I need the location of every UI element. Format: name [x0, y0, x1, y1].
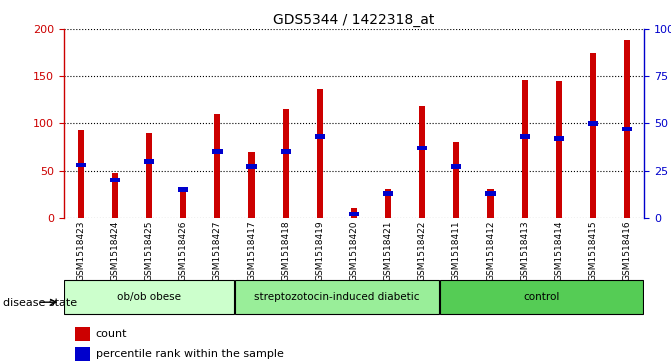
Text: GSM1518418: GSM1518418: [281, 221, 290, 281]
Text: GSM1518425: GSM1518425: [144, 221, 154, 281]
Text: streptozotocin-induced diabetic: streptozotocin-induced diabetic: [254, 292, 419, 302]
Bar: [351, 208, 357, 218]
Bar: [248, 152, 254, 218]
Text: GSM1518426: GSM1518426: [178, 221, 188, 281]
Text: control: control: [523, 292, 560, 302]
Text: GSM1518412: GSM1518412: [486, 221, 495, 281]
Bar: [622, 127, 632, 131]
Text: percentile rank within the sample: percentile rank within the sample: [96, 349, 284, 359]
Bar: [349, 212, 359, 216]
Bar: [556, 81, 562, 218]
Text: GSM1518416: GSM1518416: [623, 221, 631, 281]
FancyBboxPatch shape: [440, 280, 643, 314]
Text: disease state: disease state: [3, 298, 77, 308]
Bar: [282, 109, 289, 218]
Bar: [519, 134, 530, 139]
Text: GSM1518415: GSM1518415: [588, 221, 597, 281]
Bar: [588, 121, 598, 126]
Text: GSM1518414: GSM1518414: [554, 221, 564, 281]
Bar: [214, 114, 221, 218]
Bar: [315, 134, 325, 139]
Text: GSM1518421: GSM1518421: [384, 221, 393, 281]
Title: GDS5344 / 1422318_at: GDS5344 / 1422318_at: [273, 13, 435, 26]
Text: count: count: [96, 329, 127, 339]
Bar: [246, 164, 256, 169]
Text: GSM1518411: GSM1518411: [452, 221, 461, 281]
Bar: [487, 189, 494, 218]
Bar: [146, 133, 152, 218]
Bar: [452, 164, 462, 169]
Bar: [554, 136, 564, 141]
Bar: [521, 80, 527, 218]
Bar: [317, 89, 323, 218]
Bar: [178, 187, 189, 192]
Bar: [75, 347, 90, 361]
Bar: [385, 189, 391, 218]
FancyBboxPatch shape: [235, 280, 439, 314]
Text: GSM1518422: GSM1518422: [418, 221, 427, 281]
Bar: [76, 163, 86, 167]
Bar: [280, 150, 291, 154]
Bar: [417, 146, 427, 150]
Bar: [212, 150, 223, 154]
Text: GSM1518424: GSM1518424: [111, 221, 119, 281]
Bar: [75, 327, 90, 341]
Text: GSM1518419: GSM1518419: [315, 221, 324, 281]
Bar: [383, 191, 393, 196]
Bar: [485, 191, 496, 196]
Bar: [590, 53, 596, 218]
Text: GSM1518417: GSM1518417: [247, 221, 256, 281]
Bar: [144, 159, 154, 163]
Bar: [180, 189, 187, 218]
Bar: [78, 130, 84, 218]
Bar: [624, 40, 630, 218]
FancyBboxPatch shape: [64, 280, 234, 314]
Text: GSM1518420: GSM1518420: [350, 221, 358, 281]
Bar: [112, 174, 118, 218]
Text: GSM1518427: GSM1518427: [213, 221, 222, 281]
Text: GSM1518423: GSM1518423: [76, 221, 85, 281]
Bar: [110, 178, 120, 182]
Bar: [454, 142, 460, 218]
Text: ob/ob obese: ob/ob obese: [117, 292, 181, 302]
Bar: [419, 106, 425, 218]
Text: GSM1518413: GSM1518413: [520, 221, 529, 281]
